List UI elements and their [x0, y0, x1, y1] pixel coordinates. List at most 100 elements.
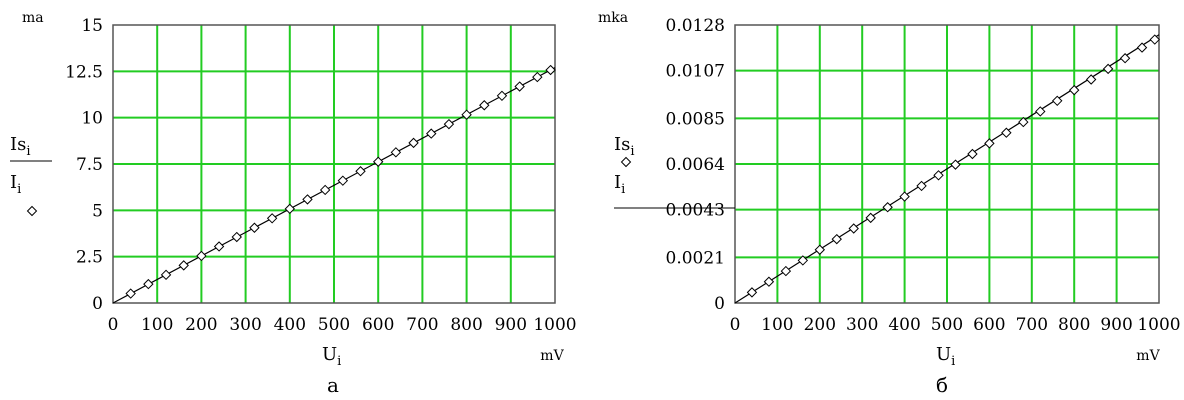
x-tick-label: 500 [931, 315, 963, 335]
data-point-marker [302, 194, 313, 205]
legend-label-main: I [10, 172, 17, 193]
data-point-marker [1035, 106, 1046, 117]
data-point-marker [426, 128, 437, 139]
data-point-marker [337, 175, 349, 186]
y-tick-label: 5 [92, 201, 103, 221]
legend-label-subscript: i [17, 182, 21, 197]
data-point-marker [1085, 74, 1097, 85]
x-tick-label: 800 [450, 315, 482, 335]
y-tick-label: 7.5 [76, 155, 103, 175]
data-point-marker [160, 269, 172, 281]
data-point-marker [1102, 63, 1114, 75]
data-point-marker [125, 288, 136, 299]
x-axis-label: Ui [936, 344, 955, 369]
data-point-marker [1136, 42, 1148, 53]
data-point-marker [496, 90, 508, 102]
legend-label: Ii [10, 172, 21, 197]
data-point-marker [355, 166, 366, 177]
y-tick-label: 0 [92, 294, 103, 314]
data-point-marker [1001, 127, 1012, 138]
x-tick-label: 800 [1058, 315, 1090, 335]
data-point-marker [933, 170, 944, 181]
data-point-marker [178, 260, 189, 271]
data-point-marker [1119, 53, 1131, 64]
data-point-marker [780, 265, 792, 277]
data-point-marker [899, 191, 910, 202]
data-point-marker [882, 202, 893, 213]
legend-label-main: Is [614, 134, 630, 155]
legend-label-main: I [614, 172, 621, 193]
x-tick-label: 900 [495, 315, 527, 335]
x-tick-label: 600 [973, 315, 1005, 335]
y-tick-label: 0.0021 [666, 248, 725, 268]
figure-caption: б [936, 373, 948, 397]
x-tick-label: 700 [1016, 315, 1048, 335]
x-unit-label: mV [540, 348, 564, 364]
x-axis-label: Ui [322, 344, 341, 369]
x-axis-label-subscript: i [337, 354, 341, 369]
data-point-marker [967, 148, 978, 160]
data-point-marker [746, 287, 758, 298]
data-point-marker [231, 231, 242, 243]
data-point-marker [408, 137, 419, 149]
legend-label: Isi [614, 134, 635, 159]
x-tick-label: 0 [108, 315, 119, 335]
data-point-marker [143, 278, 154, 290]
data-point-marker [950, 159, 961, 170]
chart-panel-a: 0 100 200 300 400 500 600 700 800 900 1000 0 2.5 5 7.5… [10, 10, 577, 397]
x-tick-label: 300 [846, 315, 878, 335]
x-tick-label: 1000 [533, 315, 576, 335]
y-unit-label: mka [598, 10, 628, 26]
x-tick-label: 700 [406, 315, 438, 335]
x-tick-label: 900 [1100, 315, 1132, 335]
data-point-marker [443, 118, 455, 130]
legend-label: Isi [10, 134, 31, 159]
legend-label-subscript: i [26, 144, 30, 159]
data-point-marker [213, 241, 225, 252]
y-tick-label: 10 [81, 109, 103, 129]
data-point-marker [797, 255, 809, 266]
y-tick-label: 2.5 [76, 248, 103, 268]
data-point-marker [372, 156, 384, 167]
x-axis-label-main: U [936, 344, 951, 365]
y-tick-label: 0 [714, 294, 725, 314]
data-point-marker [984, 138, 995, 149]
plot-frame [734, 24, 1160, 304]
legend-diamond-swatch [26, 205, 38, 217]
y-tick-label: 0.0064 [666, 155, 725, 175]
y-tick-label: 0.0043 [666, 201, 725, 221]
legend-diamond-swatch [620, 156, 632, 168]
plot-frame [112, 24, 556, 304]
x-tick-label: 600 [362, 315, 394, 335]
x-tick-label: 200 [804, 315, 836, 335]
y-unit-label: ma [22, 10, 44, 26]
y-tick-label: 12.5 [65, 62, 103, 82]
data-point-marker [461, 109, 472, 120]
data-point-marker [196, 250, 207, 262]
y-tick-label: 0.0128 [666, 16, 725, 36]
data-point-marker [814, 244, 826, 255]
legend-label-subscript: i [621, 182, 625, 197]
data-point-marker [266, 213, 278, 224]
x-tick-label: 100 [141, 315, 173, 335]
data-point-marker [1052, 95, 1063, 107]
x-axis-label-main: U [322, 344, 337, 365]
x-tick-label: 200 [185, 315, 217, 335]
x-tick-label: 400 [274, 315, 306, 335]
data-point-marker [284, 203, 296, 215]
x-tick-label: 100 [761, 315, 793, 335]
data-point-marker [1018, 116, 1029, 128]
data-point-marker [532, 71, 543, 83]
x-axis-label-subscript: i [951, 354, 955, 369]
x-tick-label: 1000 [1137, 315, 1180, 335]
x-tick-label: 500 [318, 315, 350, 335]
legend-label: Ii [614, 172, 625, 197]
x-unit-label: mV [1136, 348, 1160, 364]
y-tick-label: 15 [81, 16, 103, 36]
data-point-marker [249, 222, 260, 233]
data-point-marker [390, 147, 402, 158]
data-point-marker [916, 180, 927, 192]
data-point-marker [479, 100, 490, 111]
data-point-marker [848, 223, 859, 234]
